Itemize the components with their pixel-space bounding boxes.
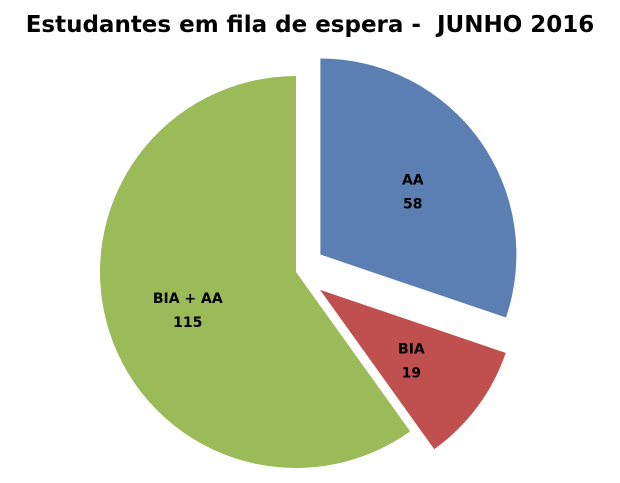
pie-slice-aa <box>320 58 517 318</box>
slice-label: BIA + AA <box>153 291 223 307</box>
pie-slice-bia <box>320 289 506 450</box>
slice-value: 58 <box>403 196 422 212</box>
chart-title: Estudantes em fila de espera - JUNHO 201… <box>25 12 595 38</box>
slice-value: 115 <box>173 315 202 331</box>
slice-label: AA <box>402 172 424 188</box>
pie-slice-bia-aa <box>99 76 411 468</box>
slice-value: 19 <box>402 366 421 382</box>
slice-label: BIA <box>398 342 425 358</box>
